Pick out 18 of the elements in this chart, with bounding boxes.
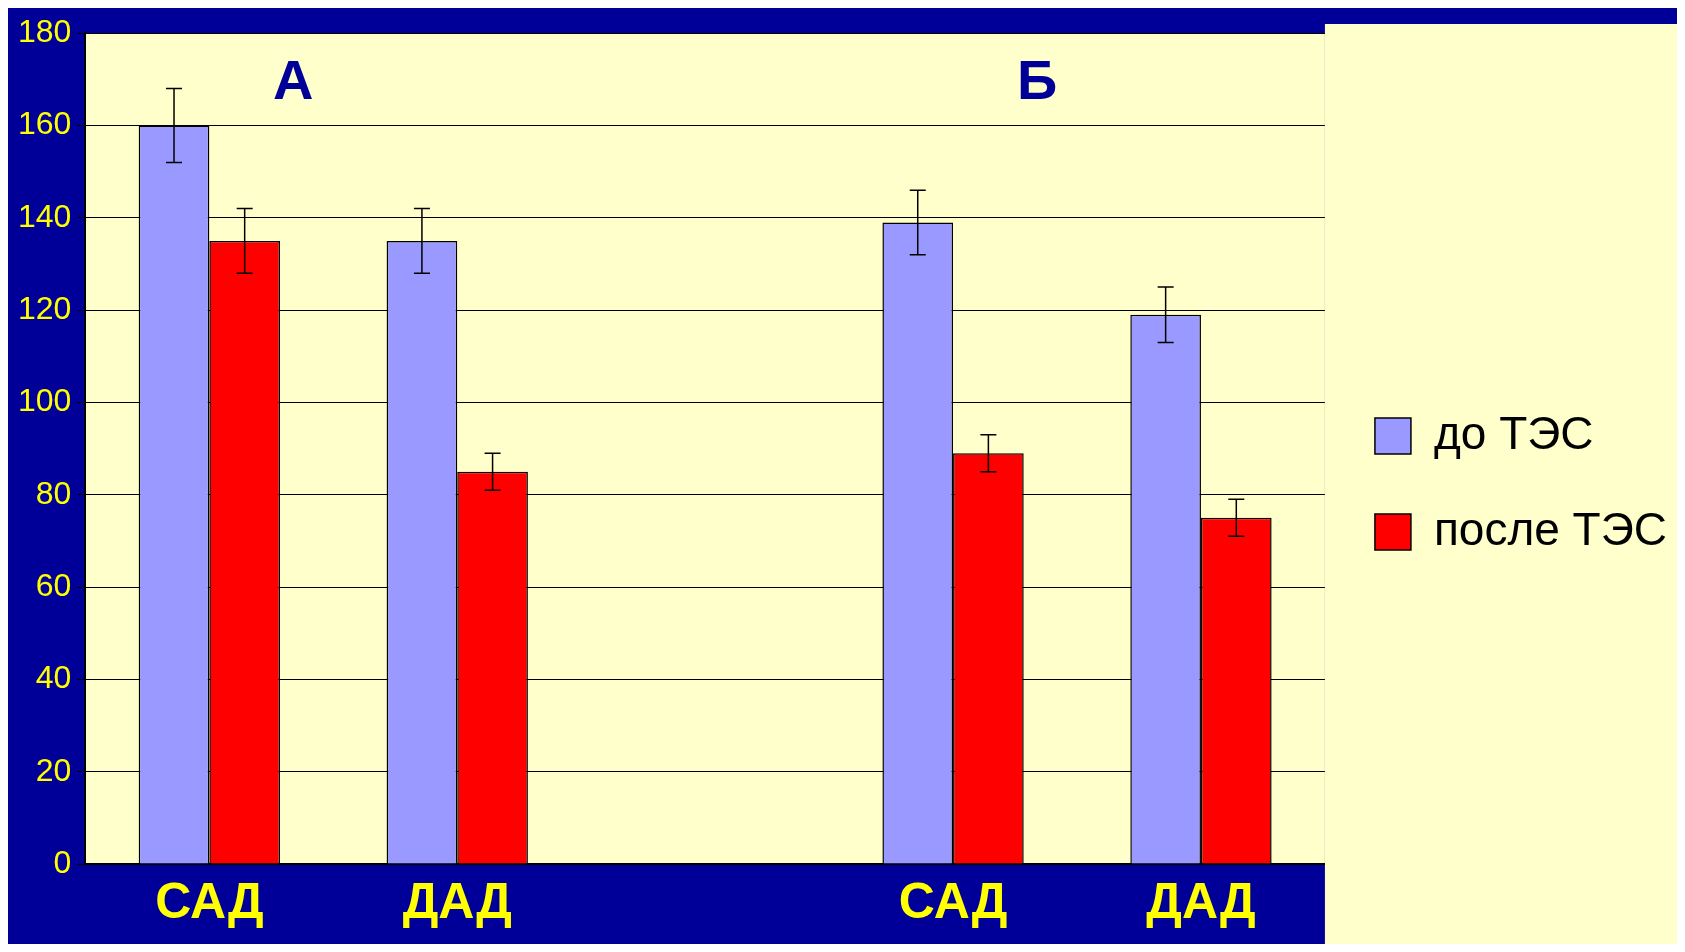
- y-tick-label: 20: [35, 751, 72, 788]
- y-tick-label: 60: [35, 566, 72, 603]
- annotation: А: [273, 47, 314, 111]
- y-tick-label: 120: [18, 289, 72, 326]
- y-tick-label: 140: [18, 197, 72, 234]
- y-tick-label: 80: [35, 474, 72, 511]
- x-tick-label: САД: [898, 872, 1008, 929]
- y-tick-label: 160: [18, 105, 72, 142]
- x-tick-label: ДАД: [402, 872, 512, 929]
- x-tick-label: САД: [155, 872, 264, 929]
- legend-label: после ТЭС: [1433, 502, 1667, 555]
- legend-label: до ТЭС: [1433, 406, 1594, 459]
- y-tick-label: 100: [18, 382, 72, 419]
- y-tick-label: 40: [35, 659, 72, 696]
- y-tick-label: 180: [18, 13, 72, 50]
- x-tick-label: ДАД: [1146, 872, 1256, 929]
- annotation: Б: [1016, 47, 1058, 111]
- y-tick-label: 0: [53, 843, 72, 880]
